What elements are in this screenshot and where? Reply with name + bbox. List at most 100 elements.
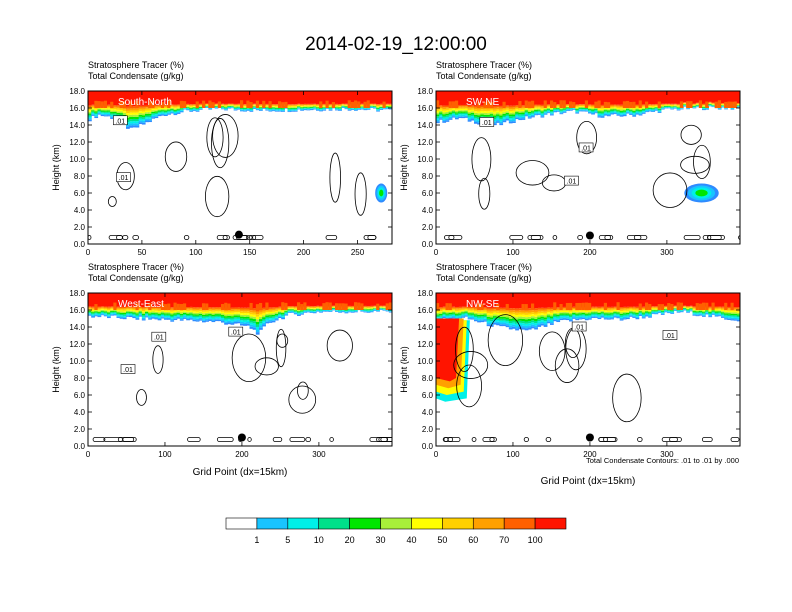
y-tick-label: 16.0 — [417, 306, 433, 315]
contour-line — [245, 235, 253, 240]
contour-line — [107, 196, 117, 207]
y-axis-label: Height (km) — [399, 346, 409, 393]
x-tick-label: 0 — [86, 248, 91, 257]
contour-line — [275, 328, 287, 368]
contour-line — [489, 437, 495, 442]
panel-west-east: .01 .01 .01 West-East Stratosphere Tracer (%… — [51, 262, 393, 478]
contour-line — [453, 351, 489, 379]
y-tick-label: 14.0 — [69, 121, 85, 130]
colorbar-swatch — [318, 517, 350, 530]
colorbar-swatch — [472, 517, 505, 530]
contour-line — [326, 329, 353, 362]
x-axis-label: Grid Point (dx=15km) — [193, 467, 288, 478]
y-tick-label: 4.0 — [74, 408, 86, 417]
contour-line — [289, 437, 306, 442]
contour-line — [206, 117, 224, 158]
contour-line — [680, 124, 702, 145]
contour-line — [367, 235, 377, 240]
contour-label: .01 — [231, 330, 241, 337]
condensate-contours — [92, 328, 392, 442]
y-tick-label: 8.0 — [422, 374, 434, 383]
y-tick-label: 6.0 — [422, 189, 434, 198]
contour-line — [276, 333, 289, 348]
x-tick-label: 0 — [86, 450, 91, 459]
contour-note: Total Condensate Contours: .01 to .01 by… — [586, 456, 739, 465]
contour-label: .01 — [482, 120, 492, 127]
contour-label-box — [151, 331, 167, 342]
y-tick-label: 6.0 — [74, 189, 86, 198]
y-tick-label: 6.0 — [422, 391, 434, 400]
panels: .01 .01 South-North Stratosphere Tracer (%)… — [51, 60, 741, 487]
panel-label: West-East — [118, 299, 164, 310]
colorbar-label: 10 — [314, 535, 324, 545]
x-tick-label: 200 — [583, 450, 597, 459]
location-marker — [237, 433, 246, 442]
colorbar-label: 60 — [468, 535, 478, 545]
y-tick-label: 14.0 — [417, 121, 433, 130]
contour-label-box — [662, 330, 678, 340]
contour-line — [443, 437, 461, 442]
tracer-intrusion — [436, 318, 460, 382]
condensate-contours — [442, 314, 740, 442]
contour-line — [478, 177, 491, 210]
y-tick-label: 12.0 — [417, 340, 433, 349]
x-tick-label: 200 — [235, 450, 249, 459]
contour-line — [482, 437, 497, 442]
y-tick-label: 0.0 — [74, 240, 86, 249]
condensate-contours — [88, 114, 377, 240]
contour-label: .01 — [581, 145, 591, 152]
y-tick-label: 10.0 — [417, 155, 433, 164]
y-tick-label: 12.0 — [69, 340, 85, 349]
contour-label: .01 — [115, 118, 125, 125]
panel-title-line: Stratosphere Tracer (%) — [436, 262, 532, 272]
contour-line — [216, 437, 234, 442]
x-tick-label: 50 — [137, 248, 146, 257]
tracer-blob — [379, 189, 384, 197]
contour-line — [183, 235, 190, 240]
contour-line — [297, 381, 309, 400]
plot-frame — [435, 292, 741, 447]
panel-title-line: Stratosphere Tracer (%) — [88, 60, 184, 70]
contour-line — [136, 389, 147, 406]
panel-label: South-North — [118, 97, 172, 108]
y-tick-label: 8.0 — [422, 172, 434, 181]
contour-line — [707, 235, 725, 240]
colorbar-swatch — [256, 517, 289, 530]
contour-label-box — [479, 117, 495, 127]
contour-line — [456, 364, 482, 408]
y-tick-label: 16.0 — [69, 104, 85, 113]
panel-title-line: Total Condensate (g/kg) — [88, 71, 184, 81]
x-tick-label: 0 — [434, 248, 439, 257]
y-tick-label: 16.0 — [69, 306, 85, 315]
contour-line — [117, 437, 135, 442]
y-tick-label: 4.0 — [422, 408, 434, 417]
contour-line — [577, 235, 583, 240]
x-tick-label: 200 — [297, 248, 311, 257]
contour-line — [598, 437, 618, 442]
contour-label-box — [571, 321, 587, 332]
colorbar-swatch — [503, 517, 536, 530]
panel-sw-ne: .01 .01 .01 SW-NE Stratosphere Tracer (%)Tot… — [399, 60, 741, 257]
contour-line — [626, 235, 642, 240]
contour-label-box — [113, 115, 128, 126]
colorbar-label: 40 — [406, 535, 416, 545]
x-tick-label: 300 — [660, 248, 674, 257]
contour-line — [530, 235, 541, 240]
colorbar-swatch — [534, 517, 567, 530]
y-tick-label: 2.0 — [422, 425, 434, 434]
y-tick-label: 14.0 — [69, 323, 85, 332]
contour-line — [661, 437, 678, 442]
contour-line — [116, 235, 123, 240]
contour-line — [92, 437, 106, 442]
contour-line — [604, 235, 611, 240]
contour-label-box — [564, 175, 579, 186]
condensate-contours — [444, 120, 740, 240]
contour-line — [693, 144, 711, 180]
x-tick-label: 100 — [189, 248, 203, 257]
contour-line — [455, 326, 474, 373]
panel-title-line: Stratosphere Tracer (%) — [436, 60, 532, 70]
contour-label: .01 — [574, 325, 584, 332]
colorbar-label: 1 — [254, 535, 259, 545]
